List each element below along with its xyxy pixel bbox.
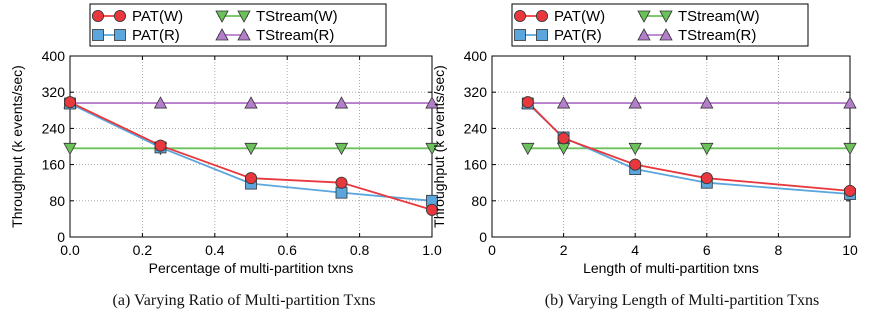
legend-label: TStream(W) bbox=[678, 8, 760, 25]
data-point bbox=[334, 142, 349, 156]
legend-marker bbox=[92, 29, 104, 41]
chart-panel-b: 0 80 160 240 320 400 0 2 4 6 8 10 Length of multi-pa… bbox=[431, 3, 858, 276]
data-point bbox=[63, 142, 77, 156]
legend-label: PAT(R) bbox=[554, 27, 602, 44]
data-point bbox=[629, 158, 642, 171]
x-tick-label: 0.0 bbox=[60, 242, 80, 258]
data-point bbox=[700, 172, 713, 185]
y-tick-label: 320 bbox=[42, 84, 66, 100]
legend-marker bbox=[237, 28, 251, 41]
legend: PAT(W) TStream(W) PAT(R) TStream(R) bbox=[511, 3, 809, 47]
data-point bbox=[335, 176, 348, 189]
data-point bbox=[153, 96, 168, 109]
y-tick-label: 80 bbox=[49, 193, 65, 209]
legend-label: PAT(W) bbox=[132, 8, 183, 25]
y-tick-label: 400 bbox=[42, 48, 66, 64]
x-tick-label: 0.6 bbox=[277, 242, 297, 258]
data-point bbox=[700, 96, 714, 109]
y-tick-label: 80 bbox=[471, 193, 487, 209]
x-tick-label: 10 bbox=[842, 242, 858, 258]
data-point bbox=[334, 96, 349, 109]
caption-a: (a) Varying Ratio of Multi-partition Txn… bbox=[112, 292, 376, 309]
legend-label: PAT(R) bbox=[132, 27, 180, 44]
x-tick-label: 1.0 bbox=[422, 242, 442, 258]
y-tick-label: 0 bbox=[479, 229, 487, 245]
data-point bbox=[700, 142, 714, 156]
data-point bbox=[425, 203, 438, 216]
legend-marker bbox=[215, 28, 229, 41]
data-point bbox=[521, 142, 535, 156]
legend-label: TStream(R) bbox=[678, 27, 756, 44]
x-tick-label: 0 bbox=[488, 242, 496, 258]
x-tick-label: 6 bbox=[703, 242, 711, 258]
data-point bbox=[843, 142, 857, 156]
data-point bbox=[844, 184, 857, 197]
legend-marker bbox=[114, 9, 127, 22]
data-point bbox=[244, 96, 258, 109]
legend-marker bbox=[536, 9, 549, 22]
legend-marker bbox=[659, 28, 673, 41]
legend-marker bbox=[637, 10, 651, 23]
y-tick-label: 240 bbox=[464, 120, 488, 136]
x-tick-label: 2 bbox=[560, 242, 568, 258]
y-tick-label: 320 bbox=[464, 84, 488, 100]
legend-marker bbox=[92, 9, 105, 22]
legend-marker bbox=[659, 10, 673, 23]
data-point bbox=[244, 172, 257, 185]
data-point bbox=[521, 96, 534, 109]
series-line-patw bbox=[527, 101, 851, 192]
data-point bbox=[425, 96, 439, 109]
x-tick-label: 0.4 bbox=[205, 242, 225, 258]
legend-marker bbox=[637, 28, 651, 41]
legend-marker bbox=[536, 29, 548, 41]
caption-b: (b) Varying Length of Multi-partition Tx… bbox=[544, 292, 820, 309]
x-tick-label: 0.8 bbox=[350, 242, 370, 258]
data-point bbox=[628, 142, 642, 156]
legend-label: TStream(W) bbox=[256, 8, 338, 25]
legend-label: PAT(W) bbox=[554, 8, 605, 25]
legend-marker bbox=[514, 9, 527, 22]
legend-marker bbox=[114, 29, 126, 41]
legend-marker bbox=[514, 29, 526, 41]
x-axis-label: Length of multi-partition txns bbox=[583, 260, 759, 276]
legend-marker bbox=[215, 10, 229, 23]
x-tick-label: 4 bbox=[631, 242, 639, 258]
y-tick-label: 0 bbox=[57, 229, 65, 245]
data-point bbox=[557, 132, 570, 145]
legend-label: TStream(R) bbox=[256, 27, 334, 44]
y-axis-label: Throughput (k events/sec) bbox=[431, 65, 447, 228]
legend-marker bbox=[237, 10, 251, 23]
data-point bbox=[64, 96, 77, 109]
y-tick-label: 400 bbox=[464, 48, 488, 64]
x-tick-label: 8 bbox=[775, 242, 783, 258]
data-point bbox=[335, 186, 348, 199]
data-point bbox=[628, 96, 642, 109]
series-line-patw bbox=[69, 101, 433, 211]
y-tick-label: 160 bbox=[42, 157, 66, 173]
data-point bbox=[154, 139, 167, 152]
x-tick-label: 0.2 bbox=[133, 242, 153, 258]
data-point bbox=[843, 96, 857, 109]
y-axis-label: Throughput (k events/sec) bbox=[9, 65, 25, 228]
legend: PAT(W) TStream(W) PAT(R) TStream(R) bbox=[89, 3, 387, 47]
y-tick-label: 240 bbox=[42, 120, 66, 136]
data-point bbox=[556, 96, 571, 109]
x-axis-label: Percentage of multi-partition txns bbox=[149, 260, 354, 276]
data-point bbox=[244, 142, 258, 156]
data-point bbox=[425, 142, 439, 156]
plot-frame bbox=[491, 55, 851, 238]
y-tick-label: 160 bbox=[464, 157, 488, 173]
chart-panel-a: 0 80 160 240 320 400 0.0 0.2 0.4 0.6 0.8 1.0 Percent… bbox=[9, 3, 442, 276]
